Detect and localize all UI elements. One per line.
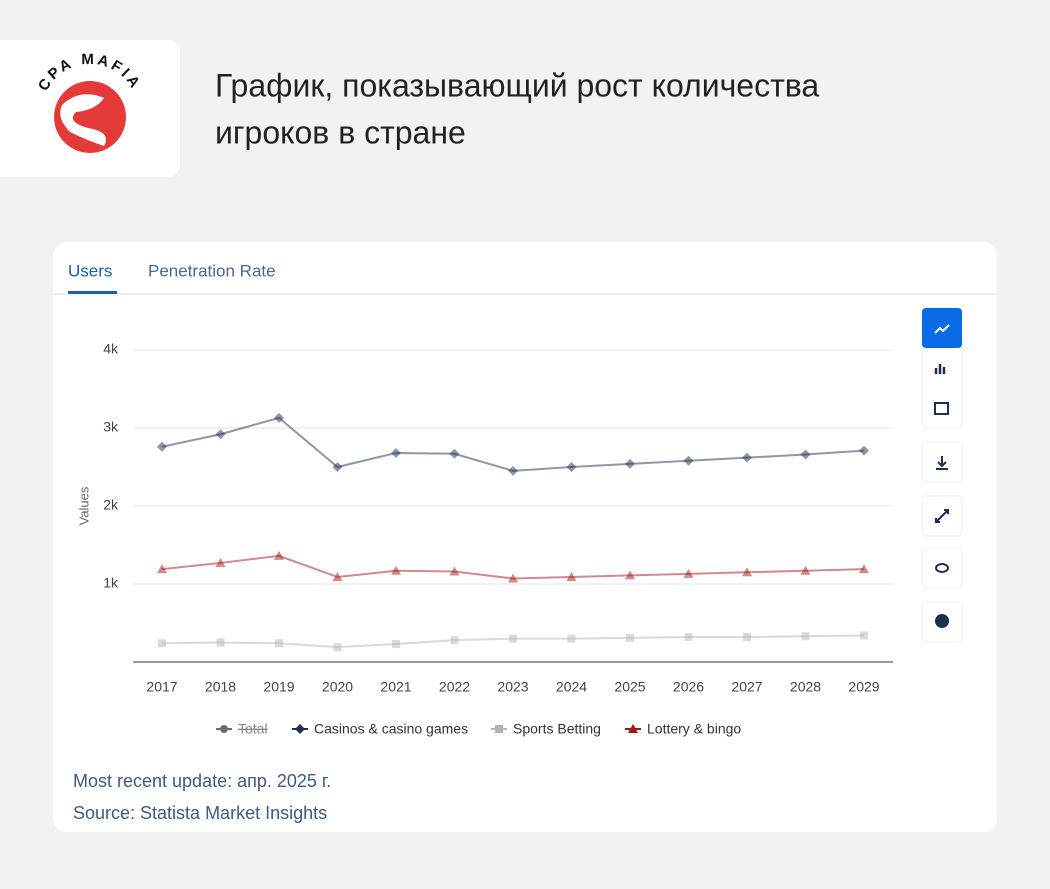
marker — [216, 638, 225, 647]
marker — [800, 449, 811, 460]
tab[interactable]: Penetration Rate — [148, 261, 276, 280]
marker — [683, 455, 694, 466]
marker — [625, 570, 635, 580]
x-tick-label: 2022 — [439, 679, 470, 695]
y-axis-label: Values — [76, 486, 91, 525]
x-tick-label: 2027 — [731, 679, 762, 695]
legend-label: Casinos & casino games — [314, 721, 468, 737]
legend-label: Lottery & bingo — [647, 721, 741, 737]
card — [53, 242, 997, 832]
marker — [859, 445, 869, 456]
marker — [742, 452, 752, 463]
marker — [743, 633, 751, 642]
marker — [295, 724, 305, 734]
y-tick-label: 4k — [103, 341, 119, 357]
marker — [626, 633, 634, 642]
marker — [333, 643, 342, 652]
x-tick-label: 2026 — [673, 679, 704, 695]
marker — [566, 462, 577, 472]
icon — [934, 324, 950, 334]
legend-item[interactable]: Total — [216, 721, 268, 737]
icon — [936, 456, 948, 470]
marker — [495, 725, 503, 733]
legend-label: Total — [238, 721, 268, 737]
marker — [860, 631, 868, 640]
marker — [449, 566, 460, 576]
x-tick-label: 2019 — [263, 679, 294, 695]
tool-bar[interactable] — [934, 364, 946, 374]
x-tick-label: 2023 — [497, 679, 528, 695]
marker — [332, 462, 343, 472]
footer-note: Source: Statista Market Insights — [73, 803, 327, 823]
marker — [391, 565, 401, 575]
marker — [449, 448, 460, 459]
marker — [684, 633, 693, 642]
marker — [215, 429, 226, 440]
y-tick-label: 2k — [103, 497, 119, 513]
legend-item[interactable]: Sports Betting — [491, 721, 601, 737]
icon — [935, 563, 949, 573]
marker — [157, 564, 167, 574]
tool-table[interactable] — [934, 402, 949, 415]
marker — [157, 441, 167, 452]
marker — [275, 639, 283, 648]
marker — [508, 573, 518, 583]
marker — [801, 632, 810, 641]
title-line: График, показывающий рост количества — [215, 67, 819, 103]
logo-shape — [60, 94, 106, 146]
marker — [683, 568, 694, 578]
toolbar — [921, 307, 963, 643]
legend-item[interactable]: Lottery & bingo — [625, 721, 741, 737]
marker — [509, 634, 517, 643]
y-tick-label: 3k — [103, 419, 119, 435]
x-tick-label: 2029 — [848, 679, 879, 695]
marker — [220, 725, 228, 733]
marker — [628, 724, 638, 733]
marker — [508, 465, 518, 476]
marker — [742, 567, 752, 577]
icon — [935, 614, 949, 628]
marker — [800, 565, 811, 575]
x-tick-label: 2024 — [556, 679, 587, 695]
marker — [215, 557, 226, 567]
marker — [450, 636, 459, 645]
x-tick-label: 2018 — [205, 679, 236, 695]
y-tick-label: 1k — [103, 575, 119, 591]
x-tick-label: 2020 — [322, 679, 353, 695]
tab[interactable]: Users — [68, 261, 112, 280]
marker — [391, 447, 401, 458]
marker — [274, 550, 284, 560]
marker — [158, 639, 166, 648]
plot: 1k 2k 3k 4k 2017 2018 2019 2020 2021 2022 2023 2024… — [103, 341, 893, 737]
marker — [392, 640, 400, 649]
marker — [566, 571, 577, 581]
icon — [935, 509, 949, 523]
x-tick-label: 2017 — [146, 679, 177, 695]
tool-view[interactable] — [921, 547, 963, 589]
marker — [274, 412, 284, 423]
legend-label: Sports Betting — [513, 721, 601, 737]
marker — [625, 458, 635, 469]
x-tick-label: 2025 — [614, 679, 645, 695]
x-tick-label: 2028 — [790, 679, 821, 695]
marker — [859, 564, 869, 574]
x-tick-label: 2021 — [380, 679, 411, 695]
title-line: игроков в стране — [215, 114, 466, 150]
marker — [332, 571, 343, 581]
tool-line[interactable] — [922, 308, 962, 348]
legend-item[interactable]: Casinos & casino games — [292, 721, 468, 737]
marker — [567, 634, 576, 643]
footer-note: Most recent update: апр. 2025 г. — [73, 771, 331, 791]
